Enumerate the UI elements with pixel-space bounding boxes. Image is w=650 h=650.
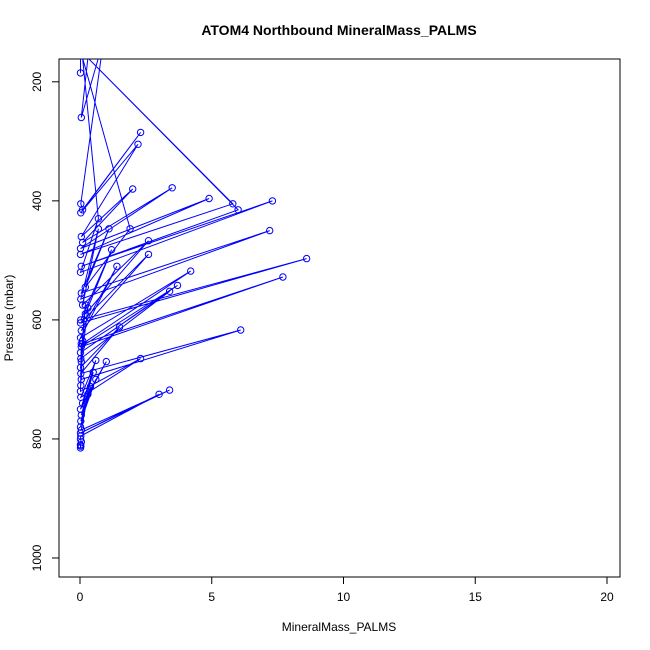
data-point — [81, 283, 90, 291]
y-tick-label: 1000 — [30, 544, 44, 571]
data-point — [77, 354, 85, 363]
x-tick-label: 0 — [77, 590, 84, 604]
data-point — [205, 194, 213, 203]
data-layer — [76, 59, 311, 452]
data-point — [129, 185, 137, 193]
data-point — [84, 304, 92, 312]
data-point — [136, 128, 145, 137]
data-point — [229, 200, 237, 208]
data-point — [76, 441, 85, 449]
data-point — [126, 225, 134, 233]
data-point — [76, 69, 85, 77]
data-point — [165, 287, 174, 295]
data-point — [77, 113, 86, 122]
data-point — [144, 237, 153, 245]
data-point — [173, 281, 182, 290]
data-point — [77, 316, 85, 324]
data-point — [84, 390, 92, 398]
data-point — [77, 326, 86, 335]
plot-frame — [58, 58, 621, 578]
data-point — [113, 262, 121, 270]
data-point — [89, 368, 97, 376]
data-point — [144, 250, 153, 259]
x-tick-label: 10 — [337, 590, 351, 604]
data-point — [76, 250, 85, 259]
data-point — [105, 225, 113, 233]
data-point — [155, 390, 163, 398]
data-point — [134, 140, 142, 149]
data-point — [234, 206, 242, 214]
data-point — [168, 184, 176, 192]
series-line — [78, 59, 307, 448]
y-tick-label: 600 — [30, 310, 44, 330]
data-point — [77, 209, 85, 217]
data-point — [268, 197, 277, 205]
data-point — [279, 273, 287, 281]
data-point — [92, 356, 100, 365]
data-point — [76, 319, 85, 327]
data-point — [237, 326, 245, 334]
x-axis-label: MineralMass_PALMS — [282, 620, 396, 634]
chart-title: ATOM4 Northbound MineralMass_PALMS — [201, 22, 476, 38]
x-tick-label: 5 — [208, 590, 215, 604]
y-tick-label: 200 — [30, 71, 44, 91]
y-axis: 200 400 600 800 1000 — [30, 71, 60, 571]
data-point — [187, 267, 195, 275]
x-tick-label: 20 — [600, 590, 614, 604]
data-point — [86, 382, 95, 391]
data-point — [76, 444, 85, 452]
x-tick-label: 15 — [469, 590, 483, 604]
data-point — [94, 215, 103, 223]
data-point — [81, 310, 90, 318]
data-point — [94, 225, 103, 233]
data-point — [302, 254, 311, 263]
data-point — [102, 357, 111, 366]
data-point — [115, 323, 124, 331]
data-point — [266, 226, 274, 235]
data-point — [165, 386, 174, 394]
data-point — [136, 354, 145, 363]
x-axis: 0 5 10 15 20 — [77, 576, 614, 604]
y-tick-label: 400 — [30, 191, 44, 211]
y-tick-label: 800 — [30, 429, 44, 449]
data-point — [107, 246, 116, 254]
data-point — [76, 268, 85, 276]
data-point — [76, 244, 85, 253]
data-point — [92, 375, 100, 384]
y-axis-label: Pressure (mbar) — [2, 275, 16, 362]
data-point — [77, 340, 86, 348]
